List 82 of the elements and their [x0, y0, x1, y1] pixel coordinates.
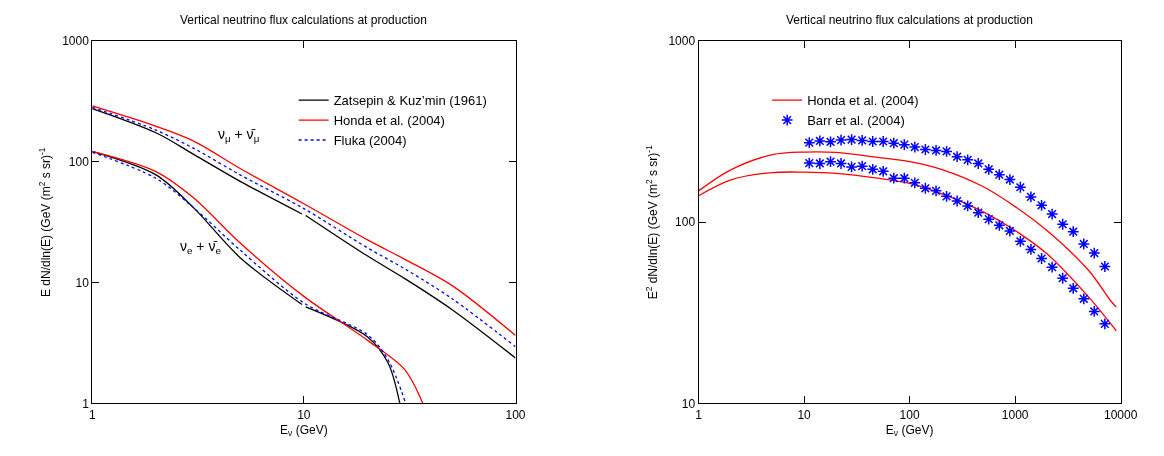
- x-tick-label: 100: [505, 407, 526, 422]
- point: [856, 134, 869, 147]
- point: [1056, 272, 1069, 285]
- point: [1045, 207, 1059, 221]
- annotation: ν$_{μ}$ + ν̄$_{μ}$: [218, 126, 260, 144]
- point: [908, 176, 921, 189]
- point: [950, 150, 964, 163]
- point: [1014, 181, 1027, 194]
- point: [993, 168, 1006, 181]
- point: [961, 153, 974, 166]
- point: [803, 156, 816, 170]
- point: [1067, 282, 1080, 295]
- point: [1098, 317, 1112, 330]
- point: [908, 140, 921, 154]
- point: [919, 143, 932, 156]
- point: [950, 194, 964, 208]
- y-tick-label: 100: [68, 155, 90, 170]
- y-tick-label: 100: [675, 215, 696, 230]
- point: [919, 182, 932, 195]
- x-tick-label: 10: [297, 407, 311, 422]
- legend-label: Honda et al. (2004): [333, 113, 445, 129]
- point: [1088, 246, 1101, 260]
- point: [993, 219, 1006, 232]
- point: [834, 133, 848, 147]
- x-tick-label: 1000: [1001, 407, 1029, 422]
- x-tick-label: 10000: [1104, 407, 1138, 422]
- point: [803, 136, 816, 149]
- point: [940, 190, 953, 203]
- point: [877, 165, 890, 178]
- point: [1056, 218, 1069, 231]
- point: [813, 157, 826, 170]
- point: [961, 199, 974, 213]
- y-tick-label: 1: [82, 396, 90, 411]
- point: [1014, 235, 1027, 248]
- legend-label: Fluka (2004): [333, 133, 407, 149]
- point: [887, 137, 900, 150]
- point: [929, 184, 943, 198]
- point: [834, 157, 848, 170]
- y-tick-label: 10: [681, 396, 696, 411]
- legend-label: Honda et al. (2004): [807, 93, 919, 109]
- point: [887, 172, 900, 185]
- point: [1003, 173, 1017, 186]
- point: [856, 159, 869, 173]
- y-tick-label: 10: [75, 275, 90, 290]
- point: [1024, 190, 1038, 204]
- legend-label: Zatsepin & Kuz’min (1961): [333, 93, 487, 109]
- point: [866, 163, 879, 176]
- point: [824, 155, 837, 168]
- y-tick-label: 1000: [668, 34, 696, 49]
- point: [982, 213, 995, 226]
- point: [1088, 305, 1101, 318]
- point: [1035, 199, 1048, 212]
- point: [972, 206, 985, 219]
- point: [1035, 252, 1048, 265]
- annotation: ν$_{e}$ + ν̄$_{e}$: [180, 238, 222, 256]
- point: [866, 135, 879, 148]
- point: [1003, 224, 1017, 238]
- point: [1077, 237, 1090, 251]
- point: [1098, 260, 1112, 273]
- x-tick-label: 10: [797, 407, 812, 422]
- point: [845, 133, 858, 146]
- x-axis-title: E$_{ν}$ (GeV): [885, 422, 934, 439]
- x-tick-label: 100: [899, 407, 920, 422]
- x-axis-title: E$_{ν}$ (GeV): [280, 422, 328, 439]
- chart-title: Vertical neutrino flux calculations at production: [786, 13, 1033, 27]
- point: [972, 157, 985, 170]
- point: [982, 163, 995, 176]
- point: [824, 135, 837, 148]
- point: [845, 160, 858, 174]
- point: [1077, 292, 1090, 305]
- point: [940, 145, 953, 158]
- point: [1067, 225, 1080, 238]
- point: [898, 138, 911, 151]
- point: [1045, 261, 1059, 274]
- legend-label: Barr et al. (2004): [807, 113, 905, 129]
- point: [813, 134, 826, 148]
- chart-title: Vertical neutrino flux calculations at production: [180, 13, 427, 27]
- point: [898, 172, 911, 185]
- point: [929, 144, 943, 157]
- point: [877, 135, 890, 148]
- y-tick-label: 1000: [62, 34, 90, 49]
- point: [1024, 243, 1038, 256]
